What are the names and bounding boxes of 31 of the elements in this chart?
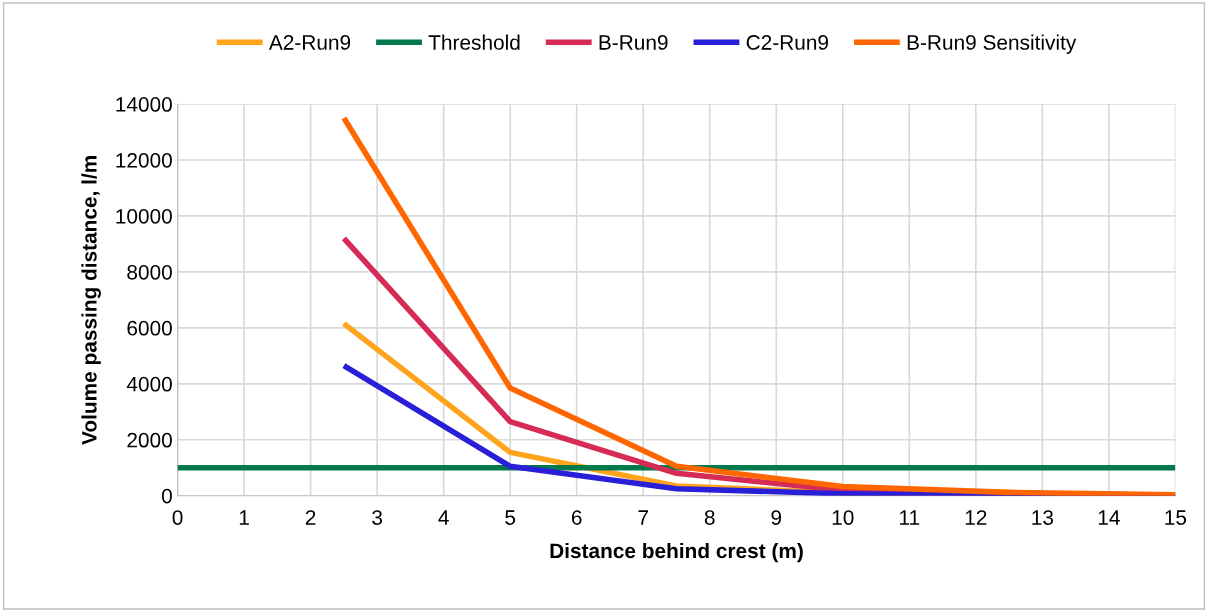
x-tick-label: 4 [438,510,449,525]
x-tick-label: 0 [172,510,183,525]
legend-label: Threshold [428,34,520,50]
y-tick-label: 4000 [126,376,172,392]
x-tick-label: 15 [1165,510,1187,525]
legend-label: B-Run9 Sensitivity [907,34,1077,54]
x-tick-label: 6 [571,510,582,525]
x-tick-label: 8 [704,510,715,525]
x-tick-label: 2 [305,510,316,525]
y-tick-label: 0 [161,488,172,504]
x-tick-label: 14 [1098,510,1120,525]
y-tick-label: 2000 [127,432,172,448]
x-tick-label: 13 [1032,510,1054,525]
legend-label: B-Run9 [599,35,668,50]
legend-label: C2-Run9 [746,35,829,50]
x-axis-title: Distance behind crest (m) [550,542,803,563]
y-tick-label: 6000 [127,320,172,336]
y-tick-label: 12000 [116,153,172,168]
x-tick-label: 11 [900,510,920,525]
x-tick-label: 12 [965,510,987,525]
y-tick-label: 8000 [127,264,172,280]
x-tick-label: 7 [638,510,648,525]
legend-label: A2-Run9 [268,35,351,50]
y-tick-label: 10000 [116,208,172,224]
y-tick-label: 14000 [116,97,172,112]
x-tick-label: 5 [505,510,516,525]
x-tick-label: 9 [771,510,782,525]
x-tick-label: 10 [832,510,854,525]
y-axis-title: Volume passing distance, l/m [81,156,101,445]
x-tick-label: 3 [372,510,383,525]
x-tick-label: 1 [239,510,249,525]
